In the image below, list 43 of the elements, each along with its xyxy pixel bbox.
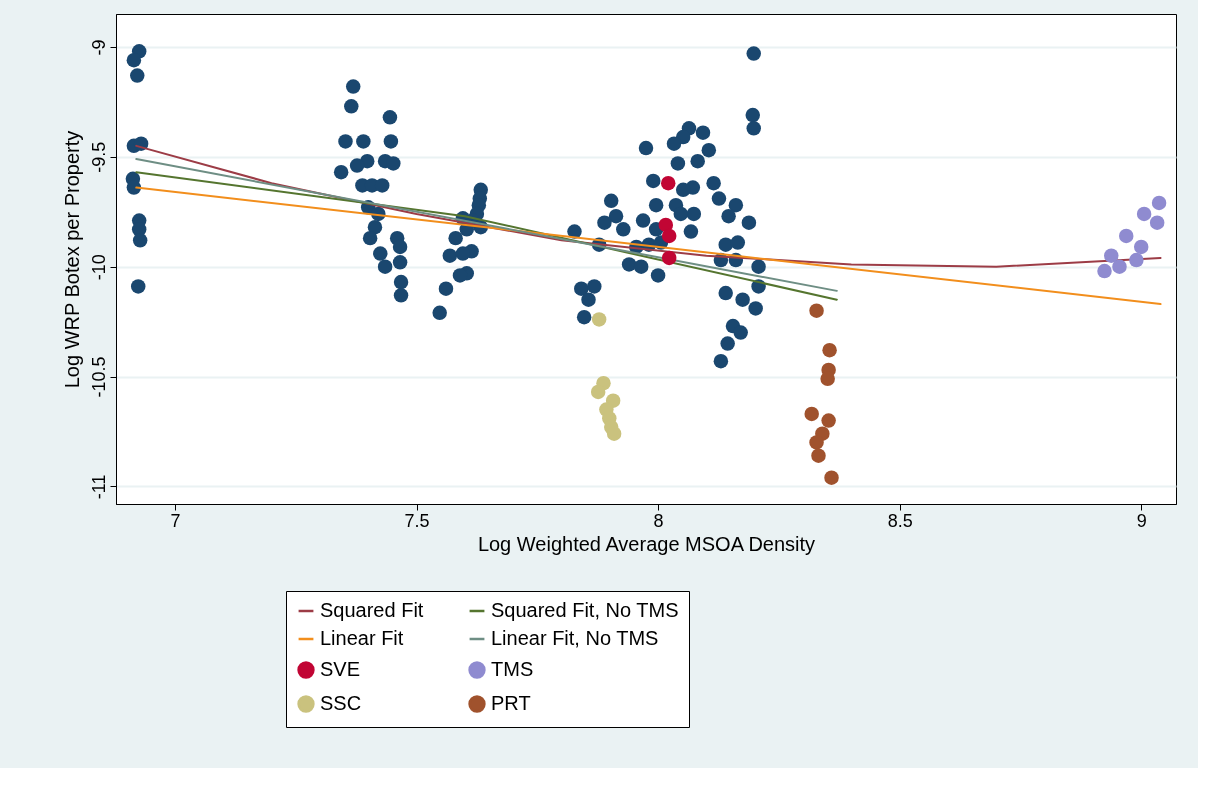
legend-label: TMS bbox=[491, 658, 534, 680]
legend-label: Linear Fit, No TMS bbox=[491, 627, 659, 649]
point bbox=[824, 470, 839, 485]
point bbox=[1151, 195, 1167, 211]
point bbox=[1112, 259, 1127, 274]
point bbox=[820, 371, 835, 386]
point bbox=[1104, 248, 1119, 263]
point bbox=[606, 426, 622, 441]
y-tick-label: -11 bbox=[88, 474, 109, 500]
point bbox=[1133, 239, 1149, 255]
y-tick-label: -9 bbox=[88, 39, 109, 56]
legend-label: PRT bbox=[491, 692, 531, 714]
point bbox=[809, 303, 824, 318]
legend-label: Linear Fit bbox=[320, 627, 404, 649]
point bbox=[1097, 263, 1112, 279]
x-tick-label: 8.5 bbox=[887, 510, 913, 531]
point bbox=[1149, 215, 1165, 230]
point bbox=[804, 406, 819, 422]
point bbox=[822, 342, 837, 358]
legend-label: Squared Fit bbox=[320, 599, 424, 621]
point bbox=[660, 175, 676, 191]
point bbox=[1129, 252, 1144, 268]
y-tick-label: -10.5 bbox=[88, 356, 109, 398]
y-tick-label: -9.5 bbox=[88, 141, 109, 173]
y-axis-title: Log WRP Botex per Property bbox=[60, 130, 83, 389]
point bbox=[821, 413, 836, 428]
x-tick-label: 7 bbox=[170, 510, 181, 531]
point bbox=[809, 435, 824, 450]
legend-label: SSC bbox=[320, 692, 362, 714]
x-tick-label: 8 bbox=[653, 510, 664, 531]
x-tick-label: 7.5 bbox=[404, 510, 430, 531]
point bbox=[590, 384, 606, 400]
point bbox=[811, 448, 826, 463]
point bbox=[661, 228, 677, 244]
point bbox=[591, 312, 607, 327]
x-axis-title: Log Weighted Average MSOA Density bbox=[477, 532, 816, 555]
point bbox=[1118, 228, 1134, 244]
point bbox=[1136, 206, 1152, 222]
point bbox=[661, 250, 677, 266]
x-tick-label: 9 bbox=[1136, 510, 1147, 531]
legend-label: SVE bbox=[320, 658, 361, 680]
y-tick-label: -10 bbox=[88, 254, 109, 281]
legend-label: Squared Fit, No TMS bbox=[491, 599, 679, 621]
